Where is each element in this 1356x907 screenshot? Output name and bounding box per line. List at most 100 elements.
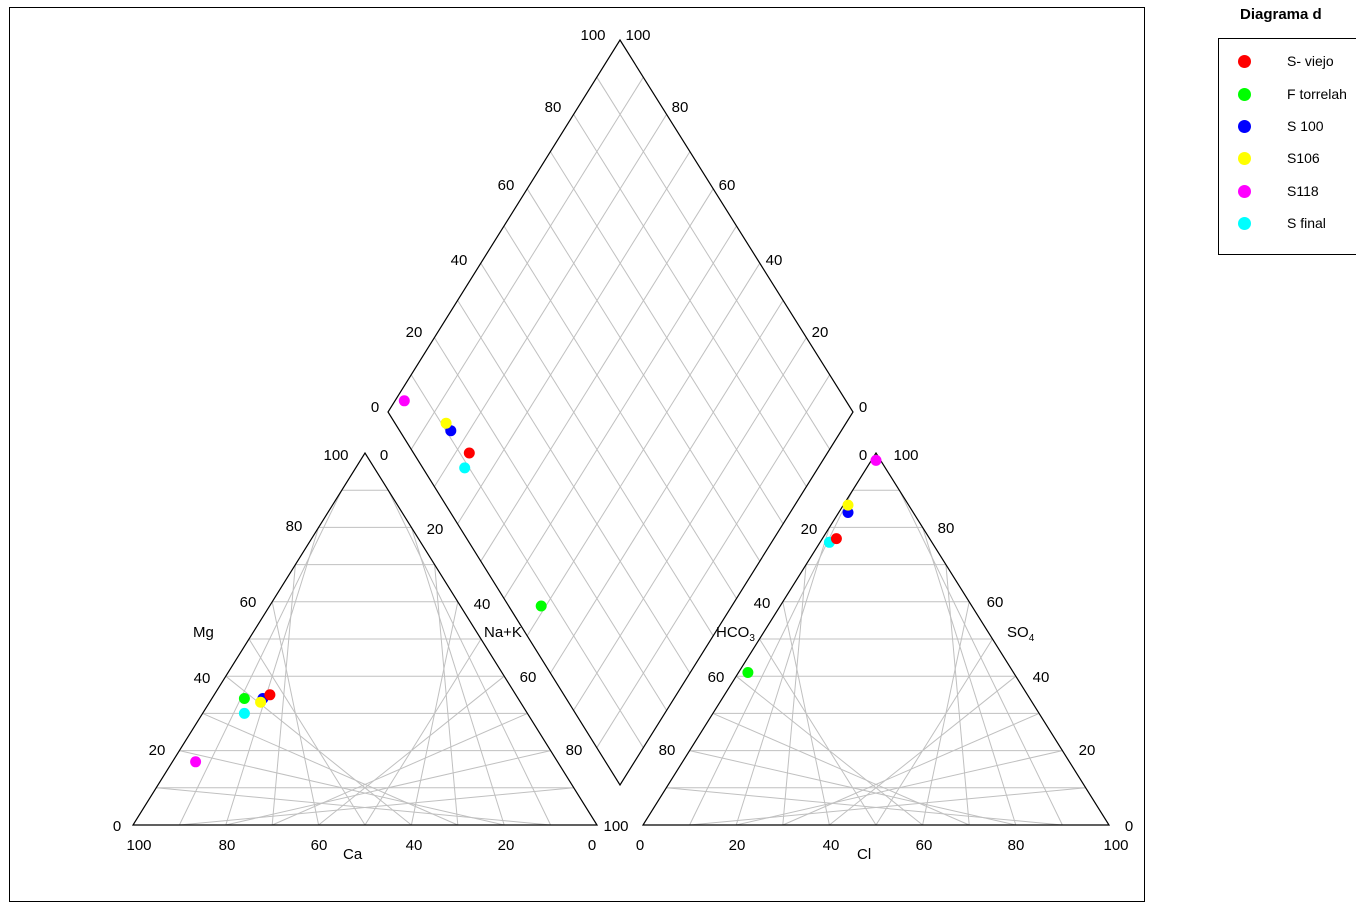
ca-tick-label: 40 xyxy=(406,837,423,854)
cation-point xyxy=(264,689,276,701)
diamond-point xyxy=(459,462,471,474)
cation-triangle-outline xyxy=(131,451,599,826)
diamond-right-tick-label: 20 xyxy=(812,324,829,341)
outline-layer xyxy=(131,38,1111,826)
diamond-point xyxy=(398,395,410,407)
anion-triangle-gridline xyxy=(712,712,970,826)
cl-tick-label: 20 xyxy=(729,837,746,854)
diamond-right-tick-label: 0 xyxy=(859,399,867,416)
legend: S- viejo F torrelah S 100 S106 S118 S fi… xyxy=(1218,38,1356,255)
hco3-label-sub: 3 xyxy=(749,633,755,644)
anion-triangle-gridline xyxy=(759,638,877,826)
cation-triangle-gridline xyxy=(387,489,552,826)
legend-label: S 100 xyxy=(1287,118,1324,134)
diamond-left-tick-label: 0 xyxy=(371,399,379,416)
nak-tick-label: 60 xyxy=(520,669,537,686)
cl-tick-label: 100 xyxy=(1103,837,1128,854)
nak-tick-label: 100 xyxy=(603,818,628,835)
diamond-left-tick-label: 40 xyxy=(451,252,468,269)
hco3-tick-label: 60 xyxy=(708,669,725,686)
legend-label: F torrelah xyxy=(1287,86,1347,102)
cation-point xyxy=(255,696,267,708)
ca-tick-label: 0 xyxy=(588,837,596,854)
diamond-gridline xyxy=(573,114,807,487)
so4-tick-label: 80 xyxy=(938,520,955,537)
mg-tick-label: 40 xyxy=(194,670,211,687)
hco3-label-main: HCO xyxy=(716,624,749,641)
nak-tick-label: 0 xyxy=(380,447,388,464)
anion-triangle-gridline xyxy=(666,787,1063,826)
legend-title: Diagrama d xyxy=(1240,6,1322,23)
mg-tick-label: 60 xyxy=(240,594,257,611)
legend-marker xyxy=(1238,55,1251,68)
diamond-left-tick-label: 20 xyxy=(406,324,423,341)
nak-tick-label: 40 xyxy=(474,596,491,613)
ca-tick-label: 20 xyxy=(498,837,515,854)
diamond-gridline xyxy=(549,300,784,674)
so4-tick-label: 40 xyxy=(1033,669,1050,686)
so4-tick-label: 20 xyxy=(1079,742,1096,759)
cation-triangle-gridline xyxy=(248,638,366,826)
legend-item-s-final: S final xyxy=(1219,214,1356,234)
ca-tick-label: 80 xyxy=(219,837,236,854)
cl-tick-label: 0 xyxy=(636,837,644,854)
cation-triangle-gridline xyxy=(179,750,505,826)
cation-triangle-gridline xyxy=(434,564,459,826)
so4-axis-label: SO4 xyxy=(1007,624,1035,644)
legend-label: S final xyxy=(1287,215,1326,231)
nak-tick-label: 20 xyxy=(427,521,444,538)
hco3-tick-label: 20 xyxy=(801,521,818,538)
anion-point xyxy=(742,667,754,678)
legend-marker xyxy=(1238,185,1251,198)
cation-triangle-gridline xyxy=(156,787,551,826)
data-points xyxy=(190,395,882,768)
diamond-gridline xyxy=(573,337,807,711)
cation-triangle-gridline xyxy=(410,527,505,826)
mg-tick-label: 100 xyxy=(323,447,348,464)
diamond-point xyxy=(463,447,475,459)
cation-point xyxy=(238,707,250,719)
so4-tick-label: 0 xyxy=(1125,818,1133,835)
cl-tick-label: 60 xyxy=(916,837,933,854)
diamond-gridline xyxy=(526,262,761,637)
hco3-tick-label: 40 xyxy=(754,595,771,612)
cl-axis-label: Cl xyxy=(857,846,871,863)
cl-tick-label: 40 xyxy=(823,837,840,854)
anion-triangle-outline xyxy=(641,451,1111,826)
diamond-left-tick-label: 100 xyxy=(580,27,605,44)
grid-layer xyxy=(156,76,1086,826)
cation-triangle-gridline xyxy=(364,638,482,826)
mg-tick-label: 80 xyxy=(286,518,303,535)
so4-label-sub: 4 xyxy=(1029,633,1035,644)
anion-triangle-gridline xyxy=(689,750,1016,826)
diamond-point xyxy=(440,417,452,429)
diamond-gridline xyxy=(503,225,737,599)
nak-axis-label: Na+K xyxy=(484,624,522,641)
diamond-right-tick-label: 80 xyxy=(672,99,689,116)
anion-triangle-gridline xyxy=(735,675,923,826)
anion-triangle-gridline xyxy=(922,601,970,826)
legend-label: S- viejo xyxy=(1287,53,1334,69)
cation-point xyxy=(238,693,250,704)
diamond-outline xyxy=(387,38,854,787)
plot-frame xyxy=(9,7,1145,902)
legend-item-f-torrelah: F torrelah xyxy=(1219,85,1356,105)
ca-tick-label: 60 xyxy=(311,837,328,854)
diamond-gridline xyxy=(526,188,761,562)
legend-item-s-viejo: S- viejo xyxy=(1219,52,1356,72)
mg-tick-label: 0 xyxy=(113,818,121,835)
so4-label-main: SO xyxy=(1007,624,1029,641)
cl-tick-label: 80 xyxy=(1008,837,1025,854)
so4-tick-label: 60 xyxy=(987,594,1004,611)
diamond-gridline xyxy=(596,374,831,748)
cation-triangle-gridline xyxy=(410,601,459,826)
cation-triangle-gridline xyxy=(202,712,459,826)
mg-tick-label: 20 xyxy=(149,742,166,759)
diamond-gridline xyxy=(549,151,784,525)
so4-tick-label: 100 xyxy=(893,447,918,464)
ca-axis-label: Ca xyxy=(343,846,363,863)
ca-tick-label: 100 xyxy=(126,837,151,854)
axis-labels: Mg Ca Na+K HCO3 SO4 Cl xyxy=(193,624,1035,863)
diamond-right-tick-label: 100 xyxy=(625,27,650,44)
